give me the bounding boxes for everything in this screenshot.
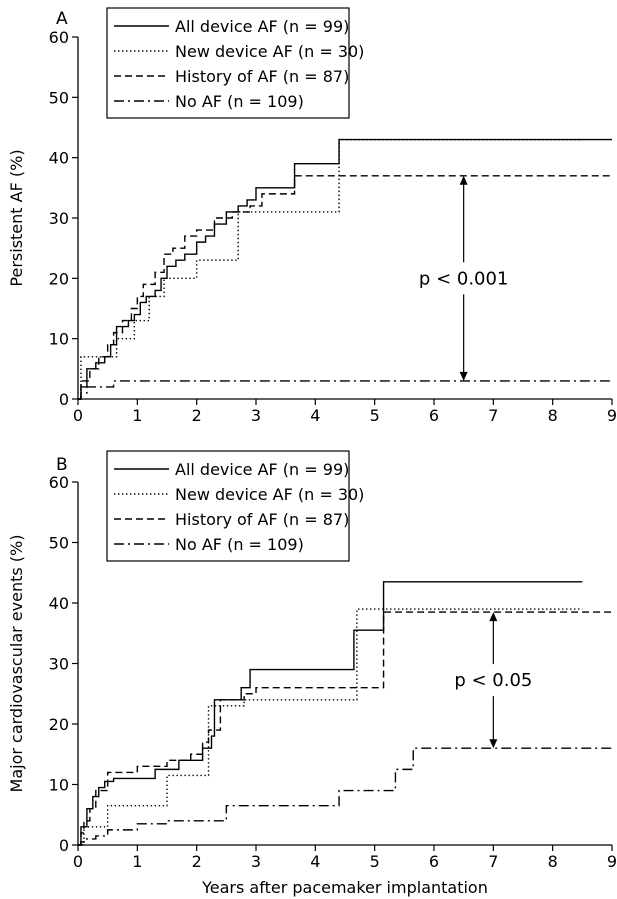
- y-axis-label: Persistent AF (%): [7, 149, 26, 286]
- x-tick-label: 6: [429, 852, 439, 871]
- series-line-solid: [78, 138, 612, 400]
- p-value-label: p < 0.001: [419, 268, 508, 289]
- x-tick-label: 9: [607, 852, 617, 871]
- series-line-dashdot: [78, 380, 612, 400]
- arrow-head-down: [459, 371, 468, 381]
- x-tick-label: 8: [548, 406, 558, 425]
- x-tick-label: 5: [370, 406, 380, 425]
- legend: All device AF (n = 99) New device AF (n =…: [106, 7, 364, 119]
- legend: All device AF (n = 99) New device AF (n =…: [106, 450, 364, 562]
- legend-label: All device AF (n = 99): [175, 460, 349, 479]
- x-tick-label: 9: [607, 406, 617, 425]
- x-tick-label: 3: [251, 852, 261, 871]
- y-tick-label: 50: [49, 534, 69, 553]
- y-axis-label: Major cardiovascular events (%): [7, 535, 26, 793]
- legend-label: History of AF (n = 87): [175, 67, 349, 86]
- x-tick-label: 2: [192, 852, 202, 871]
- x-tick-label: 7: [488, 406, 498, 425]
- y-tick-label: 10: [49, 330, 69, 349]
- y-tick-label: 20: [49, 269, 69, 288]
- panel-label: B: [56, 455, 68, 475]
- series-line-dotted: [78, 608, 583, 846]
- legend-label: All device AF (n = 99): [175, 17, 349, 36]
- x-tick-label: 0: [73, 406, 83, 425]
- legend-label: History of AF (n = 87): [175, 510, 349, 529]
- x-tick-label: 4: [310, 852, 320, 871]
- y-tick-label: 0: [59, 390, 69, 409]
- panel-b: B Major cardiovascular events (%) Years …: [7, 450, 617, 897]
- x-tick-label: 2: [192, 406, 202, 425]
- x-tick-label: 6: [429, 406, 439, 425]
- x-axis-label: Years after pacemaker implantation: [201, 878, 488, 897]
- x-tick-label: 0: [73, 852, 83, 871]
- legend-label: New device AF (n = 30): [175, 42, 364, 61]
- series-line-solid: [78, 581, 583, 846]
- x-tick-label: 7: [488, 852, 498, 871]
- y-tick-label: 60: [49, 28, 69, 47]
- series-line-dashed: [78, 175, 612, 400]
- x-tick-label: 3: [251, 406, 261, 425]
- y-tick-label: 40: [49, 149, 69, 168]
- y-tick-label: 30: [49, 655, 69, 674]
- y-tick-label: 0: [59, 836, 69, 855]
- series-line-dashed: [78, 611, 612, 846]
- series-line-dashdot: [78, 747, 612, 846]
- arrow-head-down: [489, 739, 498, 749]
- legend-label: No AF (n = 109): [175, 535, 304, 554]
- x-tick-label: 1: [132, 406, 142, 425]
- y-tick-label: 40: [49, 594, 69, 613]
- x-tick-label: 8: [548, 852, 558, 871]
- y-tick-label: 20: [49, 715, 69, 734]
- p-value-label: p < 0.05: [454, 670, 532, 691]
- legend-label: New device AF (n = 30): [175, 485, 364, 504]
- y-tick-label: 60: [49, 473, 69, 492]
- x-tick-label: 5: [370, 852, 380, 871]
- y-tick-label: 50: [49, 88, 69, 107]
- y-tick-label: 30: [49, 209, 69, 228]
- series-line-dotted: [78, 138, 583, 400]
- x-tick-label: 1: [132, 852, 142, 871]
- arrow-head-up: [489, 612, 498, 622]
- legend-label: No AF (n = 109): [175, 92, 304, 111]
- x-tick-label: 4: [310, 406, 320, 425]
- arrow-head-up: [459, 175, 468, 185]
- panel-a: A Persistent AF (%) 0 10 20 30 40 50 60 0 1 2 3 4 5 6…: [7, 7, 617, 425]
- y-tick-label: 10: [49, 776, 69, 795]
- panel-label: A: [56, 9, 68, 29]
